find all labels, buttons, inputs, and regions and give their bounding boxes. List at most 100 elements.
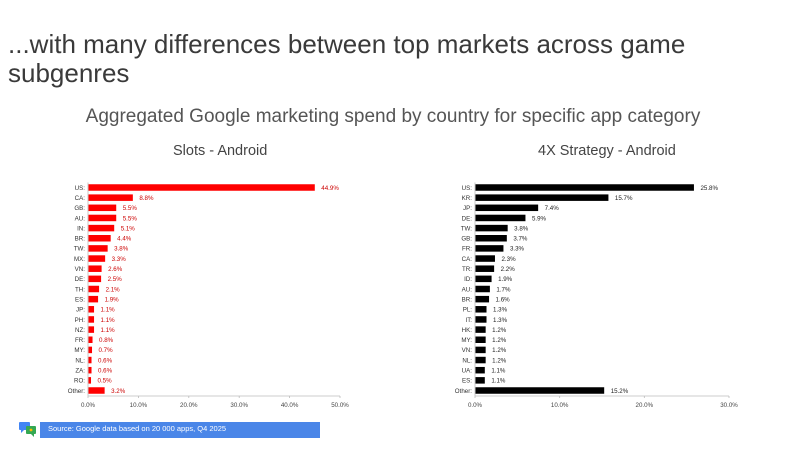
- slots-bar-1: [88, 194, 133, 201]
- slots-data-label-19: 0.5%: [98, 378, 113, 385]
- slots-bar-19: [88, 377, 92, 384]
- slots-category-label-11: ES:: [75, 296, 85, 303]
- slots-data-label-14: 1.1%: [101, 327, 116, 334]
- strategy-category-label-11: BR:: [462, 296, 473, 303]
- strategy-category-label-18: UA:: [462, 368, 473, 375]
- strategy-bar-4: [475, 224, 508, 232]
- strategy-category-label-15: MY:: [461, 337, 472, 344]
- slots-x-tick-label-0: 0.0%: [81, 402, 96, 409]
- slots-category-label-4: IN:: [77, 225, 85, 232]
- slots-data-label-1: 8.8%: [139, 195, 154, 202]
- slots-category-label-7: MX:: [74, 256, 85, 263]
- strategy-bar-10: [475, 285, 490, 293]
- strategy-data-label-20: 15.2%: [611, 388, 629, 395]
- slots-data-label-10: 2.1%: [106, 286, 121, 293]
- slots-data-label-8: 2.6%: [108, 266, 123, 273]
- strategy-bar-16: [475, 346, 486, 354]
- strategy-bar-0: [475, 184, 694, 191]
- strategy-data-label-9: 1.9%: [498, 276, 513, 283]
- slots-bar-20: [88, 387, 105, 394]
- slide-subtitle: Aggregated Google marketing spend by cou…: [85, 106, 701, 127]
- slots-data-label-0: 44.9%: [321, 185, 339, 192]
- strategy-bar-12: [475, 306, 487, 313]
- strategy-data-label-13: 1.3%: [493, 317, 508, 324]
- strategy-data-label-17: 1.2%: [492, 357, 507, 364]
- strategy-category-label-17: NL:: [462, 357, 472, 364]
- strategy-category-label-0: US:: [462, 185, 473, 192]
- strategy-data-label-11: 1.6%: [496, 296, 511, 303]
- strategy-x-tick-label-2: 20.0%: [636, 402, 654, 409]
- strategy-category-label-1: KR:: [462, 195, 473, 202]
- slots-bar-7: [88, 255, 106, 262]
- strategy-data-label-6: 3.3%: [510, 246, 525, 253]
- strategy-bar-2: [475, 204, 539, 212]
- source-bar: Source: Google data based on 20 000 apps…: [40, 422, 320, 438]
- slots-bar-12: [88, 306, 95, 313]
- slots-category-label-13: PH:: [75, 317, 86, 324]
- source-text: Source: Google data based on 20 000 apps…: [48, 424, 227, 433]
- slots-category-label-14: NZ:: [75, 327, 85, 334]
- strategy-x-tick-label-3: 30.0%: [720, 402, 738, 409]
- strategy-category-label-2: JP:: [463, 205, 472, 212]
- slots-category-label-0: US:: [75, 185, 86, 192]
- strategy-data-label-14: 1.2%: [492, 327, 507, 334]
- slots-x-tick-label-5: 50.0%: [331, 402, 349, 409]
- strategy-category-label-3: DE:: [462, 215, 473, 222]
- strategy-bar-11: [475, 295, 490, 303]
- strategy-category-label-4: TW:: [461, 225, 473, 232]
- slots-category-label-15: FR:: [75, 337, 85, 344]
- slots-data-label-5: 4.4%: [117, 236, 132, 243]
- slots-category-label-19: RO:: [74, 378, 85, 385]
- strategy-x-tick-label-1: 10.0%: [551, 402, 569, 409]
- slots-category-label-18: ZA:: [75, 368, 85, 375]
- slots-bar-3: [88, 214, 117, 222]
- slide-title: ...with many differences between top mar…: [8, 29, 686, 88]
- slots-bar-16: [88, 346, 93, 354]
- strategy-bar-7: [475, 255, 495, 262]
- slots-data-label-3: 5.5%: [123, 215, 138, 222]
- slots-x-tick-label-4: 40.0%: [281, 402, 299, 409]
- slots-bar-0: [88, 184, 315, 191]
- strategy-data-label-15: 1.2%: [492, 337, 507, 344]
- strategy-bar-3: [475, 214, 526, 222]
- strategy-data-label-19: 1.1%: [491, 378, 506, 385]
- strategy-category-label-13: IT:: [465, 317, 472, 324]
- strategy-data-label-5: 3.7%: [513, 236, 528, 243]
- slots-category-label-2: GB:: [74, 205, 85, 212]
- strategy-bar-17: [475, 356, 486, 364]
- strategy-bar-13: [475, 316, 487, 323]
- strategy-category-label-6: FR:: [462, 246, 472, 253]
- slots-chart-title: Slots - Android: [173, 143, 268, 159]
- strategy-x-tick-label-0: 0.0%: [468, 402, 483, 409]
- strategy-bar-20: [475, 387, 605, 394]
- strategy-bar-19: [475, 377, 485, 384]
- strategy-data-label-18: 1.1%: [491, 368, 506, 375]
- slots-bar-11: [88, 295, 99, 303]
- slots-data-label-11: 1.9%: [105, 296, 120, 303]
- strategy-bar-6: [475, 245, 504, 252]
- slots-bar-2: [88, 204, 117, 212]
- slots-data-label-12: 1.1%: [101, 307, 116, 314]
- strategy-bar-14: [475, 326, 486, 333]
- strategy-data-label-8: 2.2%: [501, 266, 516, 273]
- strategy-category-label-7: CA:: [462, 256, 473, 263]
- slots-category-label-3: AU:: [75, 215, 86, 222]
- slots-bar-9: [88, 275, 102, 283]
- strategy-data-label-16: 1.2%: [492, 347, 507, 354]
- slots-data-label-13: 1.1%: [101, 317, 116, 324]
- slots-data-label-15: 0.8%: [99, 337, 114, 344]
- slots-bar-4: [88, 224, 115, 232]
- strategy-data-label-2: 7.4%: [545, 205, 560, 212]
- strategy-category-label-5: GB:: [461, 236, 472, 243]
- strategy-bar-8: [475, 265, 495, 272]
- slots-category-label-12: JP:: [76, 307, 85, 314]
- slots-data-label-4: 5.1%: [121, 225, 136, 232]
- slots-category-label-16: MY:: [74, 347, 85, 354]
- strategy-category-label-14: HK:: [462, 327, 473, 334]
- slots-bar-6: [88, 245, 108, 252]
- slots-category-label-10: TH:: [75, 286, 85, 293]
- strategy-category-label-12: PL:: [463, 307, 473, 314]
- slots-data-label-16: 0.7%: [99, 347, 114, 354]
- slots-data-label-9: 2.5%: [108, 276, 123, 283]
- strategy-data-label-3: 5.9%: [532, 215, 547, 222]
